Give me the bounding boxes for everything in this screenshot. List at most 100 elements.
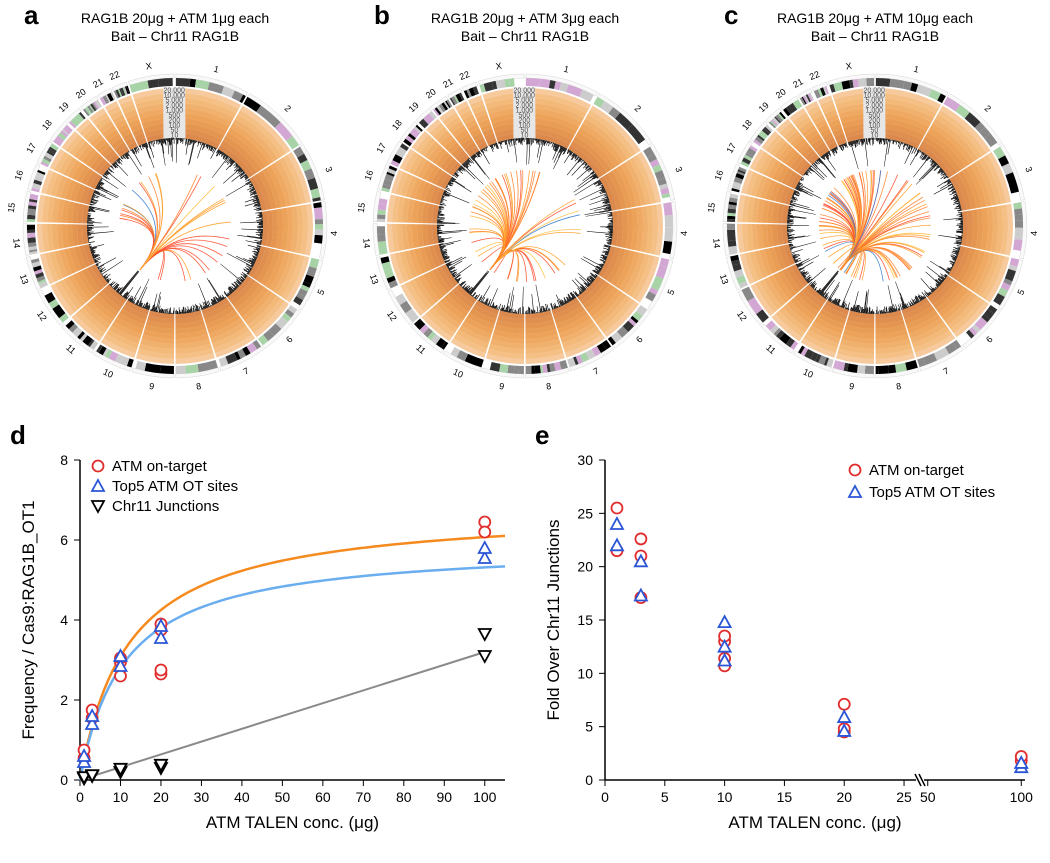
panel-letter-d: d [10,420,26,451]
svg-text:3: 3 [1023,165,1034,173]
panel-letter-e: e [535,420,549,451]
panel-b-title-1: RAG1B 20μg + ATM 3μg each [431,10,619,26]
svg-text:20: 20 [577,559,593,575]
svg-text:10: 10 [102,367,115,380]
svg-text:12: 12 [385,309,399,323]
panel-a: a RAG1B 20μg + ATM 1μg each Bait – Chr11… [0,0,350,400]
svg-text:19: 19 [757,100,771,114]
svg-text:10: 10 [717,789,733,805]
svg-text:9: 9 [148,381,154,392]
svg-text:4: 4 [329,231,339,236]
svg-text:8: 8 [545,381,551,392]
svg-text:X: X [145,61,153,72]
svg-text:100: 100 [1010,789,1034,805]
svg-text:14: 14 [711,238,722,249]
svg-text:1: 1 [213,64,220,75]
svg-text:20: 20 [774,87,788,101]
svg-text:16: 16 [713,169,726,182]
panel-c-title-1: RAG1B 20μg + ATM 10μg each [777,10,973,26]
svg-text:8: 8 [895,381,901,392]
panel-a-title: RAG1B 20μg + ATM 1μg each Bait – Chr11 R… [0,10,350,45]
svg-text:17: 17 [724,141,738,155]
svg-text:50: 50 [920,789,936,805]
panel-b: b RAG1B 20μg + ATM 3μg each Bait – Chr11… [350,0,700,400]
panel-a-title-1: RAG1B 20μg + ATM 1μg each [81,10,269,26]
svg-text:8: 8 [60,452,68,468]
svg-text:19: 19 [57,100,71,114]
svg-text:1: 1 [563,64,570,75]
svg-text:0: 0 [601,789,609,805]
svg-text:20: 20 [153,789,169,805]
svg-text:80: 80 [396,789,412,805]
svg-text:13: 13 [718,273,731,286]
panel-c-title-2: Bait – Chr11 RAG1B [811,28,939,44]
svg-text:100: 100 [473,789,497,805]
svg-text:15: 15 [706,202,717,213]
svg-text:6: 6 [60,532,68,548]
svg-text:X: X [845,61,853,72]
circos-b-wrap: 20,00010,0005,0002,0001,0005002001005010… [350,52,700,400]
svg-text:Frequency / Cas9:RAG1B_OT1: Frequency / Cas9:RAG1B_OT1 [19,500,38,739]
panel-a-title-2: Bait – Chr11 RAG1B [111,28,239,44]
svg-text:10: 10 [802,367,815,380]
svg-text:15: 15 [577,612,593,628]
svg-text:30: 30 [194,789,210,805]
bottom-row: d 010203040506070809010002468ATM TALEN c… [0,420,1050,840]
svg-text:0: 0 [60,772,68,788]
svg-text:11: 11 [414,342,428,356]
svg-text:Fold Over Chr11 Junctions: Fold Over Chr11 Junctions [544,520,563,721]
svg-text:18: 18 [390,118,404,132]
svg-text:22: 22 [458,69,471,82]
circos-c-wrap: 20,00010,0005,0002,0001,0005002001005010… [700,52,1050,400]
svg-text:12: 12 [735,309,749,323]
svg-text:13: 13 [18,273,31,286]
svg-text:6: 6 [634,334,645,345]
svg-text:15: 15 [356,202,367,213]
svg-text:30: 30 [577,452,593,468]
svg-text:60: 60 [315,789,331,805]
svg-text:16: 16 [363,169,376,182]
svg-text:5: 5 [665,288,676,297]
svg-text:9: 9 [848,381,854,392]
svg-text:ATM on-target: ATM on-target [112,458,208,475]
svg-text:3: 3 [673,165,684,173]
svg-text:5: 5 [315,288,326,297]
panel-b-title: RAG1B 20μg + ATM 3μg each Bait – Chr11 R… [350,10,700,45]
svg-text:ATM TALEN conc. (μg): ATM TALEN conc. (μg) [206,813,379,832]
svg-text:2: 2 [282,103,292,114]
svg-text:16: 16 [13,169,26,182]
svg-text:15: 15 [6,202,17,213]
svg-text:Top5 ATM OT sites: Top5 ATM OT sites [869,484,995,501]
svg-text:10: 10 [113,789,129,805]
panel-e: e 051015202550100051015202530ATM TALEN c… [525,420,1050,840]
panel-d: d 010203040506070809010002468ATM TALEN c… [0,420,525,840]
svg-text:2: 2 [982,103,992,114]
svg-text:10: 10 [577,665,593,681]
svg-text:11: 11 [764,342,778,356]
svg-text:17: 17 [374,141,388,155]
svg-text:1: 1 [913,64,920,75]
svg-text:20: 20 [836,789,852,805]
svg-text:ATM on-target: ATM on-target [869,462,965,479]
svg-text:2: 2 [60,692,68,708]
svg-text:X: X [495,61,503,72]
svg-text:3: 3 [323,165,334,173]
svg-text:7: 7 [592,366,601,377]
svg-text:14: 14 [11,238,22,249]
svg-text:50: 50 [275,789,291,805]
chart-e-svg: 051015202550100051015202530ATM TALEN con… [525,420,1050,840]
svg-text:5: 5 [585,719,593,735]
svg-text:5: 5 [661,789,669,805]
svg-text:21: 21 [791,76,805,90]
svg-text:18: 18 [740,118,754,132]
svg-text:22: 22 [108,69,121,82]
svg-text:15: 15 [777,789,793,805]
svg-text:0: 0 [76,789,84,805]
svg-text:40: 40 [234,789,250,805]
svg-text:25: 25 [896,789,912,805]
svg-text:18: 18 [40,118,54,132]
panel-b-title-2: Bait – Chr11 RAG1B [461,28,589,44]
svg-text:12: 12 [35,309,49,323]
svg-text:4: 4 [60,612,68,628]
svg-text:9: 9 [498,381,504,392]
